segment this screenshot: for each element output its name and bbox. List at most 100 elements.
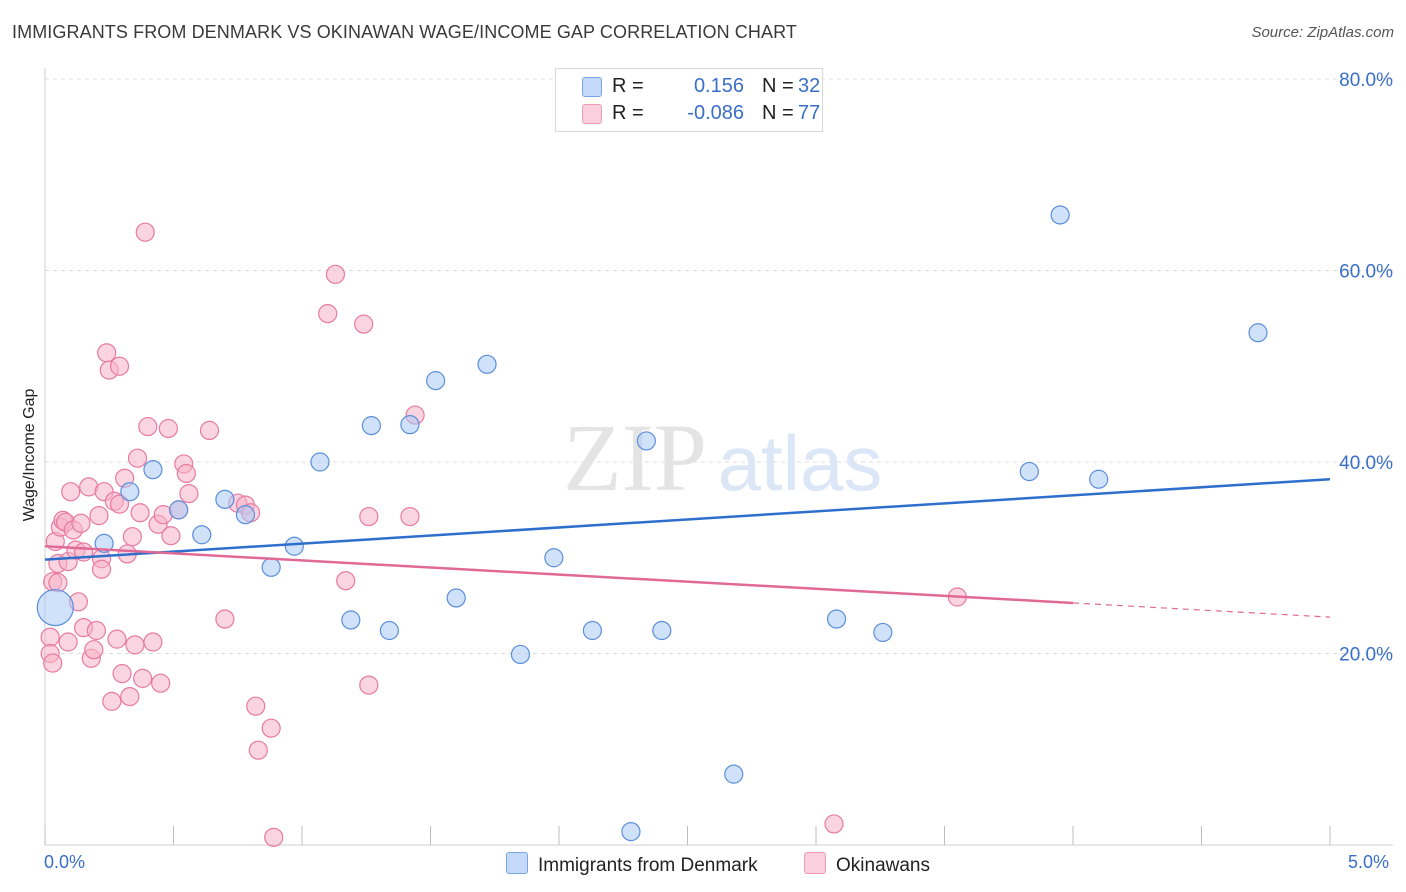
okinawans-point (58, 632, 78, 652)
denmark-point (477, 354, 497, 374)
x-tick-label-min: 0.0% (44, 852, 86, 872)
source-label: Source: ZipAtlas.com (1251, 24, 1394, 41)
trend-lines (44, 477, 1331, 618)
denmark-point (143, 460, 163, 480)
denmark-point (652, 620, 672, 641)
okinawans-point (248, 740, 268, 760)
legend-r-value: -0.086 (687, 102, 744, 124)
okinawans-point (133, 668, 153, 688)
okinawans-point (127, 448, 148, 468)
denmark-point (636, 431, 656, 451)
legend-swatch-okinawans (582, 104, 602, 124)
okinawans-point (161, 526, 181, 546)
denmark-point (1019, 461, 1039, 482)
denmark-point (169, 500, 189, 520)
denmark-point (341, 610, 361, 630)
watermark-zip: ZIP (563, 404, 707, 511)
okinawans-point (48, 573, 68, 593)
okinawans-point (179, 483, 199, 504)
series-denmark-points (36, 205, 1268, 842)
denmark-point (1248, 323, 1268, 343)
denmark-point (1089, 469, 1109, 489)
okinawans-point (109, 494, 130, 514)
denmark-point (426, 371, 446, 391)
okinawans-point (215, 609, 235, 629)
okinawans-point (176, 463, 196, 484)
okinawans-point (125, 635, 145, 655)
legend-r-value: 0.156 (693, 75, 744, 97)
okinawans-point (130, 503, 150, 523)
bottom-legend-okinawans: Okinawans (804, 852, 930, 877)
denmark-point (284, 536, 304, 556)
okinawans-point (151, 673, 171, 693)
series-okinawans-points (40, 222, 967, 847)
denmark-point (36, 588, 74, 627)
denmark-point (310, 452, 330, 472)
grid-lines (45, 78, 1393, 654)
okinawans-point (91, 559, 112, 579)
okinawans-point (97, 343, 117, 363)
okinawans-point (112, 664, 132, 684)
bottom-legend-swatch-okinawans (804, 852, 826, 874)
denmark-point (826, 609, 847, 629)
y-tick-label: 80.0% (1339, 70, 1393, 91)
okinawans-point (359, 675, 379, 695)
legend-n-label: N = (762, 102, 794, 124)
okinawans-point (84, 640, 104, 660)
chart-title: IMMIGRANTS FROM DENMARK VS OKINAWAN WAGE… (12, 22, 797, 42)
legend-r-label: R = (612, 102, 644, 124)
denmark-point (192, 525, 212, 545)
okinawans-point (135, 222, 155, 242)
x-tick-label-max: 5.0% (1348, 852, 1390, 872)
denmark-point (235, 505, 256, 525)
okinawans-point (261, 718, 281, 738)
denmark-point (873, 622, 893, 643)
y-tick-label: 40.0% (1339, 453, 1393, 474)
okinawans-point (143, 632, 163, 652)
okinawans-point (109, 356, 130, 376)
denmark-point (544, 548, 564, 568)
okinawans-point (86, 620, 107, 641)
denmark-point (120, 482, 140, 502)
okinawans-point (354, 314, 374, 334)
y-tick-labels: 20.0% 40.0% 60.0% 80.0% (1339, 70, 1393, 666)
okinawans-point (122, 527, 142, 547)
okinawans-point (138, 416, 158, 437)
y-tick-label: 60.0% (1339, 262, 1393, 283)
trend-line-denmark (44, 477, 1331, 561)
denmark-point (621, 821, 641, 842)
okinawans-point (43, 653, 63, 673)
denmark-point (94, 533, 114, 553)
okinawans-point (325, 264, 346, 284)
okinawans-point (318, 303, 338, 324)
denmark-point (510, 644, 531, 665)
legend-n-label: N = (762, 75, 794, 97)
correlation-legend: R = 0.156 N = 32 R = -0.086 N = 77 (555, 68, 823, 132)
denmark-point (582, 620, 603, 641)
okinawans-point (89, 506, 109, 526)
okinawans-point (102, 691, 122, 711)
y-tick-label: 20.0% (1339, 645, 1393, 666)
okinawans-point (824, 814, 844, 834)
trend-line-okinawans-extension (1072, 602, 1331, 618)
okinawans-point (400, 506, 420, 527)
watermark-atlas: atlas (718, 419, 883, 507)
denmark-point (724, 764, 744, 784)
legend-swatch-denmark (582, 77, 602, 97)
denmark-point (361, 416, 381, 436)
okinawans-point (246, 696, 266, 716)
denmark-point (215, 489, 235, 509)
okinawans-point (158, 418, 178, 439)
denmark-point (400, 415, 420, 435)
legend-n-value: 77 (798, 102, 821, 124)
bottom-legend-denmark: Immigrants from Denmark (506, 852, 758, 877)
okinawans-point (264, 827, 284, 847)
legend-n-value: 32 (798, 75, 821, 97)
okinawans-point (61, 482, 81, 502)
denmark-point (261, 557, 281, 577)
okinawans-point (71, 513, 91, 533)
legend-r-label: R = (612, 75, 644, 97)
bottom-legend-swatch-denmark (506, 852, 528, 874)
bottom-legend-label-denmark: Immigrants from Denmark (538, 855, 758, 876)
